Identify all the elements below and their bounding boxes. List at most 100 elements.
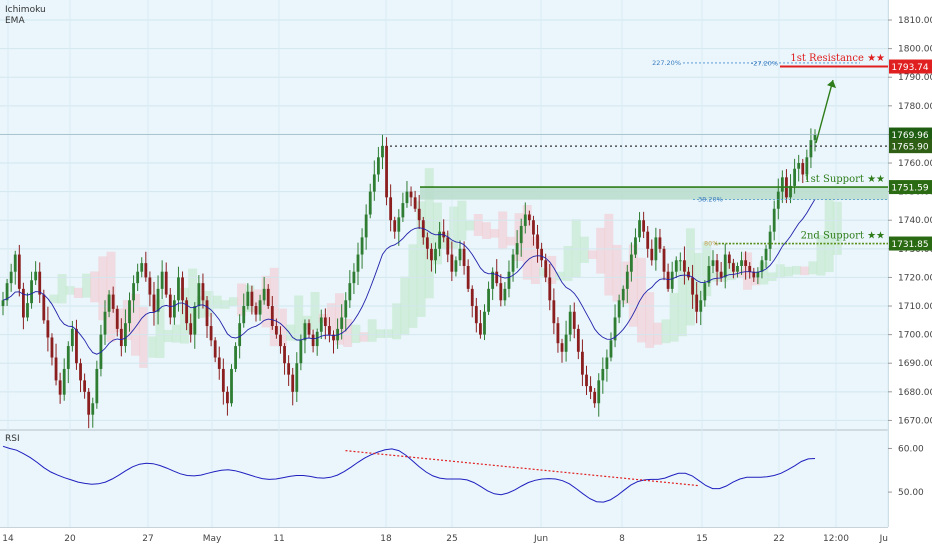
candle (642, 211, 646, 239)
cloud-segment (702, 241, 712, 297)
candle (213, 337, 217, 363)
cloud-segment (269, 267, 279, 347)
candle (348, 270, 352, 308)
support-1-price-tag[interactable]: 1751.59 (889, 180, 932, 195)
candle (638, 212, 641, 243)
candle-body (26, 303, 29, 318)
candle-body (295, 363, 299, 392)
indicator-label-ichimoku[interactable]: Ichimoku (5, 5, 46, 15)
candle-body (54, 357, 58, 381)
candle (597, 373, 601, 417)
candle-body (201, 283, 205, 301)
candle (507, 260, 511, 298)
candle (242, 293, 246, 328)
price-tick-label: 1720.00 (898, 273, 932, 283)
candle (13, 250, 17, 285)
candle-body (401, 203, 405, 218)
candle-body (409, 191, 413, 198)
candle (727, 251, 731, 269)
candle (128, 292, 131, 332)
candle-body (809, 140, 813, 158)
candle (776, 178, 780, 220)
candle-body (193, 306, 197, 335)
candle-body (629, 254, 633, 272)
candle (83, 373, 87, 399)
candle (287, 355, 291, 386)
pivot-price-tag[interactable]: 1765.90 (889, 139, 932, 154)
resistance-1-label[interactable]: 1st Resistance ★★ (790, 53, 885, 64)
candle-body (470, 288, 474, 307)
fib-227-label: 227.20% (652, 59, 681, 67)
candle-body (568, 311, 572, 335)
arrow-shaft (815, 79, 834, 144)
candle-body (144, 263, 148, 278)
time-tick-label: Ju (879, 534, 888, 544)
price-tick-label: 1740.00 (898, 216, 932, 226)
support-2-label[interactable]: 2nd Support ★★ (801, 231, 885, 242)
candle (674, 256, 678, 279)
candle (58, 372, 62, 404)
cloud-segment (204, 290, 214, 317)
cloud-segment (416, 201, 426, 317)
candle-body (617, 300, 621, 318)
candle-body (634, 237, 637, 255)
candle-body (1, 300, 5, 307)
candle-body (185, 300, 189, 324)
candle (95, 360, 99, 409)
cloud-segment (171, 324, 181, 343)
last-price-tag[interactable]: 1769.96 (889, 127, 932, 142)
candle-body (678, 260, 682, 262)
candle-body (658, 237, 662, 249)
cloud-segment (514, 213, 524, 261)
candle-body (319, 317, 323, 332)
cloud-segment (277, 308, 287, 347)
candle-body (601, 368, 605, 381)
candle (568, 305, 572, 342)
candle (629, 242, 633, 282)
candle (221, 358, 225, 405)
candle (683, 246, 686, 285)
candle-body (813, 134, 817, 141)
rsi-pane-label[interactable]: RSI (5, 434, 20, 444)
cloud-segment (375, 329, 385, 339)
candle-body (17, 254, 21, 289)
candle (446, 230, 450, 263)
cloud-segment (759, 262, 769, 285)
candle (576, 324, 580, 360)
resistance-1-price-tag[interactable]: 1793.74 (889, 59, 932, 74)
candle-body (425, 237, 429, 249)
cloud-segment (636, 257, 646, 343)
candle (132, 275, 135, 313)
candle (646, 226, 650, 258)
candle (658, 228, 662, 253)
candle (356, 242, 360, 286)
candle (30, 271, 33, 309)
candle-body (274, 326, 278, 335)
candle-body (801, 163, 805, 175)
indicator-label-ema[interactable]: EMA (5, 16, 25, 26)
candle (111, 286, 115, 313)
support-1-label[interactable]: 1st Support ★★ (804, 174, 885, 185)
cloud-segment (547, 255, 557, 284)
candle-body (589, 386, 592, 392)
candle (217, 346, 221, 380)
candle (731, 258, 735, 279)
candle (75, 319, 78, 370)
candle (328, 317, 331, 343)
candle (181, 271, 184, 315)
cloud-segment (408, 244, 418, 328)
support-2-price-tag[interactable]: 1731.85 (889, 236, 932, 251)
cloud-segment (188, 268, 198, 335)
candle-body (674, 260, 678, 272)
candle-body (283, 346, 286, 364)
candle (589, 376, 592, 400)
candle-body (352, 271, 356, 284)
candle-body (360, 237, 364, 255)
candle (234, 342, 237, 373)
candle-body (279, 334, 282, 347)
candle-body (581, 351, 584, 375)
candle (474, 297, 478, 333)
support-2-price-tag-bg (889, 236, 932, 251)
candle-body (536, 234, 539, 249)
